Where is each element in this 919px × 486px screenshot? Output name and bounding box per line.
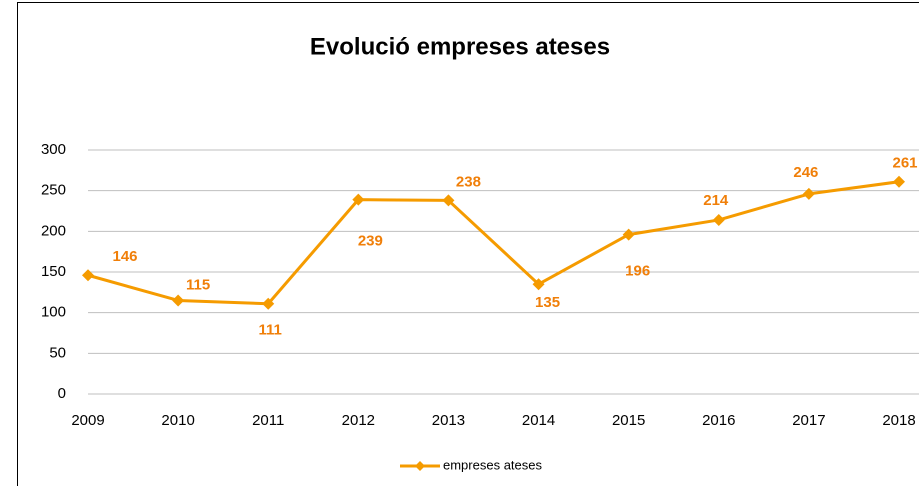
- y-tick-label: 150: [41, 263, 66, 280]
- x-tick-label: 2012: [342, 412, 375, 429]
- data-label: 238: [456, 173, 481, 190]
- data-label: 111: [259, 322, 282, 339]
- x-tick-label: 2015: [612, 412, 645, 429]
- marker: [82, 269, 94, 282]
- data-label: 239: [358, 233, 383, 250]
- data-label: 135: [535, 294, 560, 311]
- y-tick-label: 100: [41, 304, 66, 321]
- y-tick-label: 250: [41, 182, 66, 199]
- marker: [893, 175, 905, 188]
- y-tick-label: 50: [49, 344, 66, 361]
- marker: [172, 294, 185, 307]
- marker: [802, 187, 815, 200]
- data-label: 261: [892, 155, 917, 172]
- x-tick-label: 2011: [252, 412, 284, 429]
- data-label: 146: [112, 248, 137, 265]
- data-label: 196: [625, 263, 650, 280]
- legend-label: empreses ateses: [443, 457, 542, 472]
- data-label: 246: [793, 164, 818, 181]
- data-label: 214: [703, 192, 729, 209]
- x-tick-label: 2013: [432, 412, 465, 429]
- chart-frame: [17, 2, 919, 486]
- marker: [442, 194, 455, 207]
- marker: [712, 213, 725, 226]
- x-tick-label: 2009: [71, 412, 104, 429]
- x-tick-label: 2018: [882, 412, 915, 429]
- marker: [262, 297, 275, 310]
- chart-title: Evolució empreses ateses: [310, 33, 610, 60]
- x-tick-label: 2010: [161, 412, 194, 429]
- marker: [352, 193, 365, 206]
- marker: [532, 278, 545, 291]
- data-label: 115: [186, 276, 210, 293]
- y-tick-label: 300: [41, 141, 66, 158]
- x-tick-label: 2014: [522, 412, 555, 429]
- marker: [622, 228, 635, 241]
- y-tick-label: 0: [58, 385, 66, 402]
- line: [87, 180, 900, 306]
- legend-marker: [415, 461, 425, 471]
- x-tick-label: 2017: [792, 412, 825, 429]
- x-tick-label: 2016: [702, 412, 735, 429]
- y-tick-label: 200: [41, 222, 66, 239]
